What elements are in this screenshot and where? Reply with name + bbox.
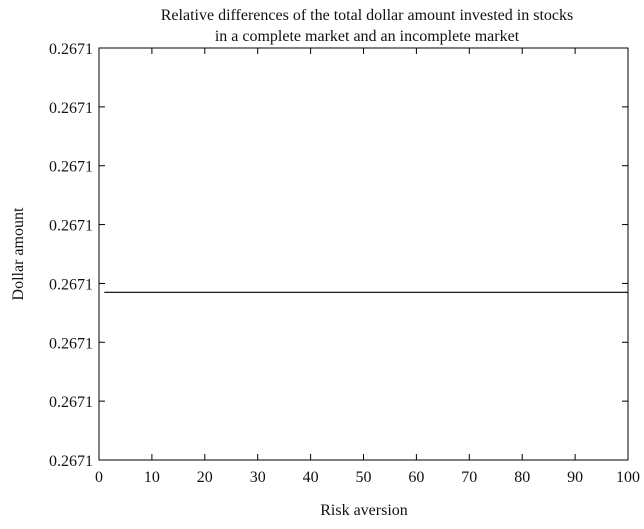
x-tick-label: 30 [250,469,266,486]
x-tick-label: 80 [514,469,530,486]
x-tick-label: 60 [408,469,424,486]
y-tick-label: 0.2671 [49,41,93,58]
x-tick-label: 0 [95,469,103,486]
x-tick-label: 70 [461,469,477,486]
x-tick-label: 40 [303,469,319,486]
x-tick-label: 100 [616,469,640,486]
x-axis-ticks: 0 10 20 30 40 50 60 70 80 90 100 [95,48,640,486]
chart-title-line-1: Relative differences of the total dollar… [161,7,573,24]
y-tick-label: 0.2671 [49,276,93,293]
y-tick-label: 0.2671 [49,159,93,176]
y-tick-label: 0.2671 [49,100,93,117]
plot-frame [98,47,629,461]
x-tick-label: 20 [197,469,213,486]
y-tick-label: 0.2671 [49,394,93,411]
x-tick-label: 10 [144,469,160,486]
chart-title-line-2: in a complete market and an incomplete m… [215,28,520,45]
y-tick-label: 0.2671 [49,453,93,470]
x-tick-label: 50 [356,469,372,486]
y-axis-ticks: 0.2671 0.2671 0.2671 0.2671 0.2671 0.2671 0.26… [49,41,628,470]
x-axis-label: Risk aversion [320,502,408,519]
y-axis-label: Dollar amount [10,207,27,300]
x-tick-label: 90 [567,469,583,486]
y-tick-label: 0.2671 [49,335,93,352]
y-tick-label: 0.2671 [49,218,93,235]
